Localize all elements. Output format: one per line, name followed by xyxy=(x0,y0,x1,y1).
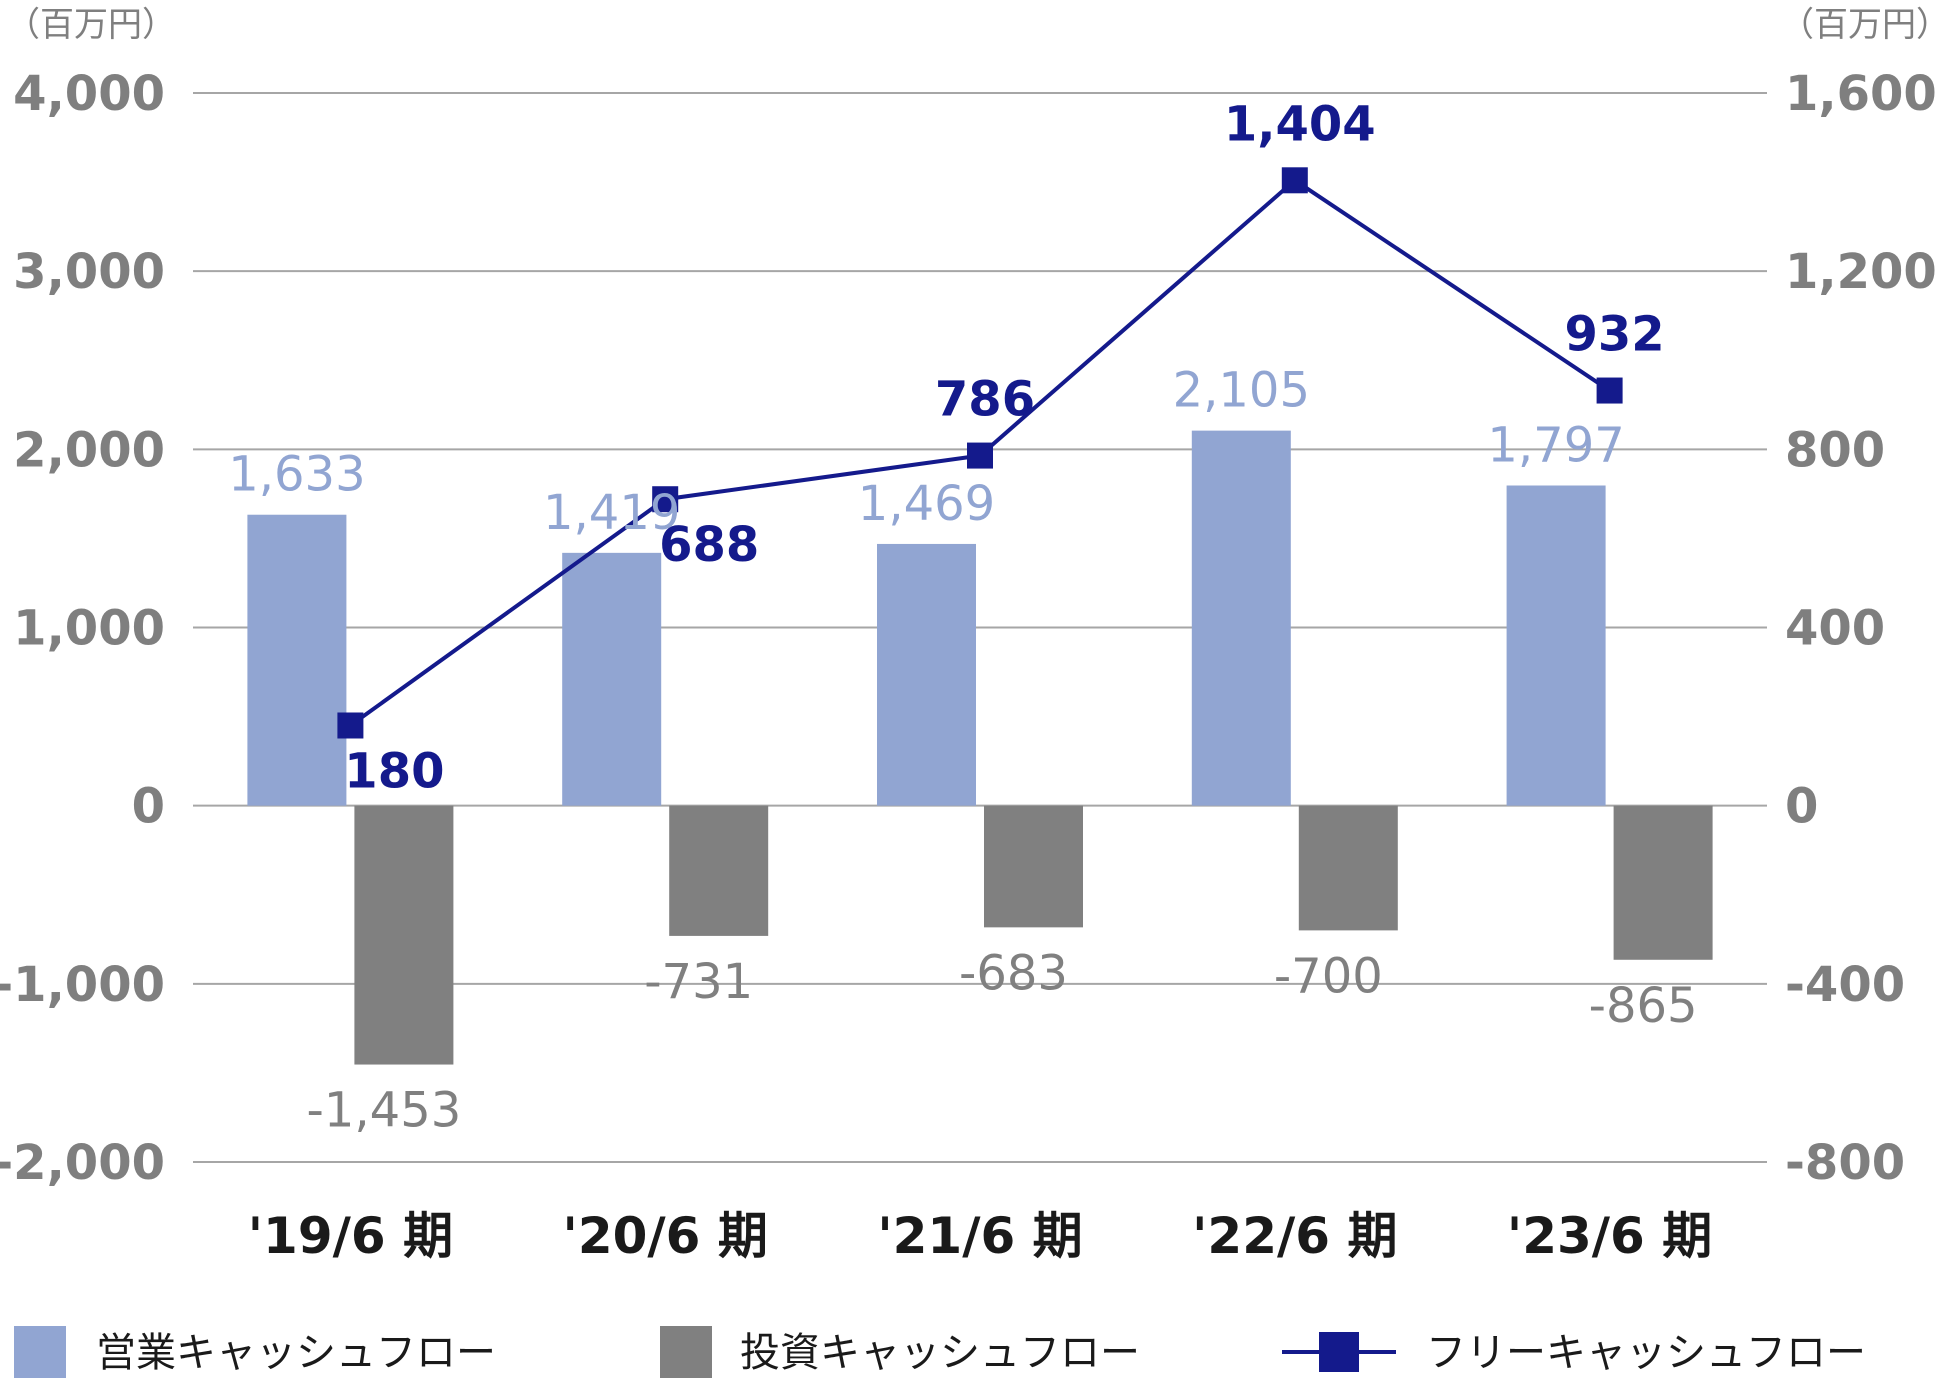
category-label: '21/6 期 xyxy=(877,1207,1082,1265)
operating-cash-flow-bar xyxy=(877,543,976,806)
operating-cash-flow-value-label: 1,797 xyxy=(1487,418,1624,474)
free-cash-flow-value-label: 180 xyxy=(344,743,444,799)
data-labels: 1,633 -1,453 1,419 -731 1,469 -683 2,105 -700 1,… xyxy=(228,96,1697,1138)
investing-cash-flow-value-label: -683 xyxy=(959,945,1068,1001)
right-unit-label: （百万円） xyxy=(1780,5,1937,45)
bars xyxy=(247,430,1713,1065)
right-axis-tick-label: -800 xyxy=(1785,1135,1905,1191)
left-unit-label: （百万円） xyxy=(6,5,176,45)
free-cash-flow-marker xyxy=(1281,167,1308,194)
free-cash-flow-marker xyxy=(1596,377,1623,404)
free-cash-flow-value-label: 786 xyxy=(935,372,1035,428)
category-label: '20/6 期 xyxy=(563,1207,768,1265)
category-label: '23/6 期 xyxy=(1507,1207,1712,1265)
operating-cash-flow-bar xyxy=(247,514,347,806)
operating-cash-flow-value-label: 1,633 xyxy=(228,447,365,503)
legend-swatch-free-marker xyxy=(1319,1332,1359,1372)
free-cash-flow-line xyxy=(337,167,1623,739)
right-axis-tick-label: 400 xyxy=(1785,601,1885,657)
category-label: '22/6 期 xyxy=(1192,1207,1397,1265)
investing-cash-flow-value-label: -731 xyxy=(644,954,753,1010)
legend-label-operating: 営業キャッシュフロー xyxy=(96,1330,496,1376)
left-axis-tick-label: 2,000 xyxy=(13,422,165,478)
right-axis-tick-label: 800 xyxy=(1785,422,1885,478)
legend-swatch-operating xyxy=(14,1326,66,1378)
investing-cash-flow-bar xyxy=(669,805,769,936)
free-cash-flow-marker xyxy=(337,712,364,739)
investing-cash-flow-bar xyxy=(1298,805,1398,931)
right-axis-tick-label: -400 xyxy=(1785,957,1905,1013)
investing-cash-flow-value-label: -700 xyxy=(1274,948,1383,1004)
right-axis-tick-label: 1,600 xyxy=(1785,66,1937,122)
left-axis-tick-label: -2,000 xyxy=(0,1135,165,1191)
right-axis-tick-label: 0 xyxy=(1785,779,1818,835)
axes: 4,000 1,600 3,000 1,200 2,000 800 1,000 400 0 0 -1… xyxy=(0,66,1937,1265)
operating-cash-flow-value-label: 1,419 xyxy=(543,485,680,541)
investing-cash-flow-bar xyxy=(984,805,1083,928)
legend-label-investing: 投資キャッシュフロー xyxy=(740,1330,1140,1376)
left-axis-tick-label: 3,000 xyxy=(13,244,165,300)
operating-cash-flow-bar xyxy=(1506,485,1606,806)
left-axis-tick-label: 0 xyxy=(132,779,165,835)
legend: 営業キャッシュフロー 投資キャッシュフロー フリーキャッシュフロー xyxy=(14,1326,1866,1378)
operating-cash-flow-bar xyxy=(562,552,662,806)
left-axis-tick-label: 4,000 xyxy=(13,66,165,122)
legend-label-free: フリーキャッシュフロー xyxy=(1426,1330,1866,1376)
left-axis-tick-label: -1,000 xyxy=(0,957,165,1013)
free-cash-flow-value-label: 1,404 xyxy=(1224,96,1376,152)
investing-cash-flow-value-label: -865 xyxy=(1589,978,1698,1034)
free-cash-flow-marker xyxy=(967,442,993,469)
right-axis-tick-label: 1,200 xyxy=(1785,244,1937,300)
left-axis-tick-label: 1,000 xyxy=(13,601,165,657)
investing-cash-flow-bar xyxy=(354,805,454,1065)
investing-cash-flow-value-label: -1,453 xyxy=(307,1083,462,1139)
operating-cash-flow-bar xyxy=(1191,430,1291,806)
free-cash-flow-value-label: 688 xyxy=(659,517,759,573)
operating-cash-flow-value-label: 2,105 xyxy=(1173,363,1310,419)
category-label: '19/6 期 xyxy=(248,1207,453,1265)
investing-cash-flow-bar xyxy=(1613,805,1713,960)
operating-cash-flow-value-label: 1,469 xyxy=(858,476,995,532)
legend-swatch-investing xyxy=(660,1326,712,1378)
free-cash-flow-value-label: 932 xyxy=(1564,307,1664,363)
free-cash-flow-marker xyxy=(652,486,679,513)
